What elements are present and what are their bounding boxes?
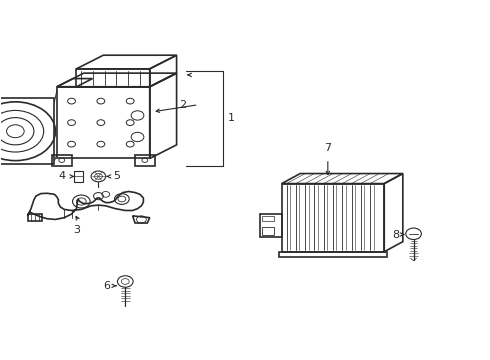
Text: 6: 6 — [103, 281, 111, 291]
Text: 7: 7 — [324, 144, 331, 153]
Text: 3: 3 — [73, 225, 80, 235]
Bar — [262, 226, 274, 234]
Text: 5: 5 — [113, 171, 120, 181]
Text: 1: 1 — [228, 113, 235, 123]
Bar — [262, 216, 274, 221]
Text: 8: 8 — [392, 230, 399, 239]
Text: 2: 2 — [179, 100, 186, 110]
Text: 4: 4 — [58, 171, 65, 181]
Bar — [74, 171, 83, 182]
